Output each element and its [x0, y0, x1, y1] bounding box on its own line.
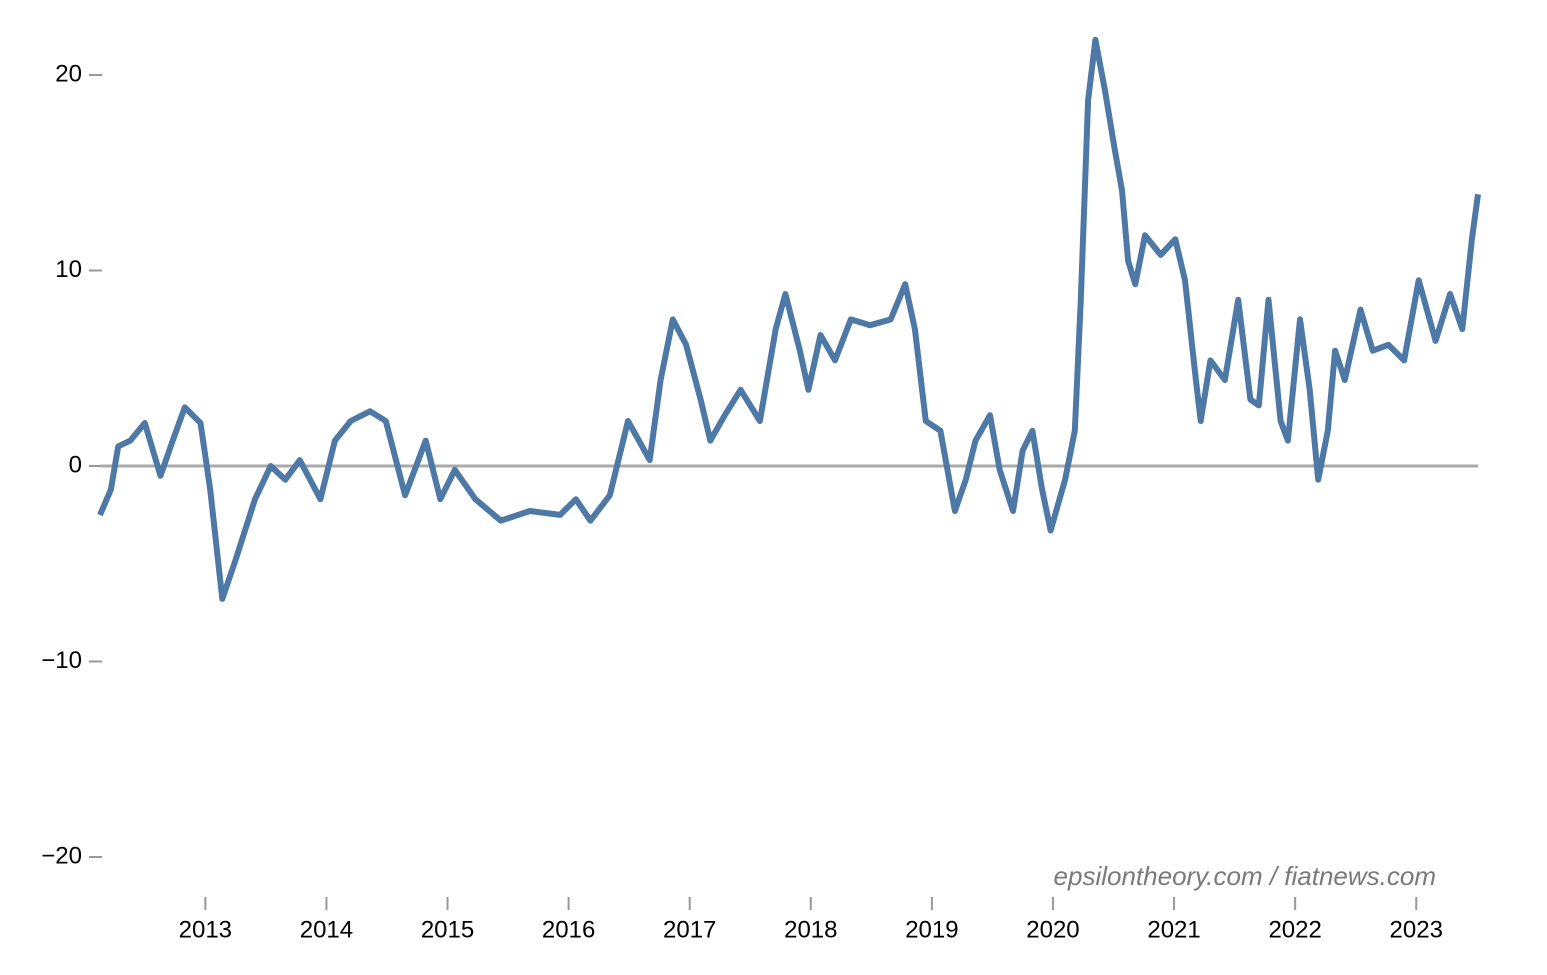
y-tick-label: −20 [41, 842, 82, 869]
x-tick-label: 2015 [421, 916, 474, 943]
y-tick-label: 10 [55, 256, 82, 283]
x-tick-label: 2022 [1268, 916, 1321, 943]
x-tick-label: 2014 [300, 916, 353, 943]
x-tick-label: 2016 [542, 916, 595, 943]
y-tick-label: 20 [55, 60, 82, 87]
y-tick-label: 0 [69, 451, 82, 478]
annotation: epsilontheory.com / fiatnews.com [1054, 861, 1436, 891]
x-tick-label: 2018 [784, 916, 837, 943]
x-tick-label: 2013 [179, 916, 232, 943]
x-tick-label: 2020 [1026, 916, 1079, 943]
x-tick-label: 2017 [663, 916, 716, 943]
x-tick-label: 2023 [1390, 916, 1443, 943]
x-tick-label: 2019 [905, 916, 958, 943]
y-tick-label: −10 [41, 647, 82, 674]
x-tick-label: 2021 [1147, 916, 1200, 943]
data-line [97, 36, 1481, 602]
